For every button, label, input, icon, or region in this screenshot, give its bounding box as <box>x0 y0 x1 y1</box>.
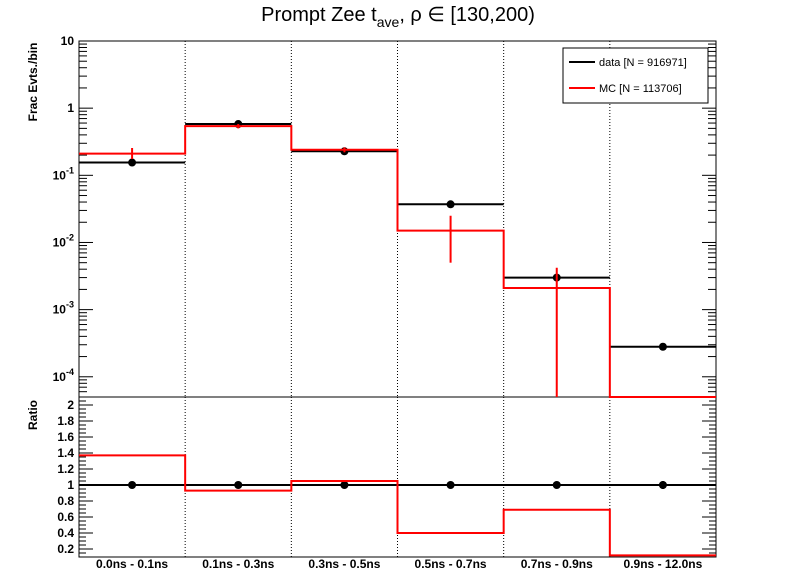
y-tick-label-top: 10-2 <box>53 232 74 249</box>
y-tick-label-ratio: 1.2 <box>57 462 74 476</box>
tick-exponent: -2 <box>66 232 74 242</box>
tick-base: 10 <box>53 303 67 317</box>
y-tick-label-top: 1 <box>67 101 74 115</box>
tick-exponent: -1 <box>66 165 74 175</box>
ratio-data-point <box>128 481 137 489</box>
x-category-label: 0.5ns - 0.7ns <box>415 557 487 571</box>
y-tick-label-top: 10-3 <box>53 300 74 317</box>
data-point <box>446 200 455 209</box>
y-axis-label-ratio: Ratio <box>26 400 40 430</box>
x-category-label: 0.7ns - 0.9ns <box>521 557 593 571</box>
legend: data [N = 916971] MC [N = 113706] <box>562 47 709 104</box>
ratio-data-point <box>552 481 561 489</box>
tick-exponent: -3 <box>66 300 74 310</box>
legend-label: data [N = 916971] <box>599 57 687 69</box>
x-category-label: 0.9ns - 12.0ns <box>624 557 703 571</box>
y-tick-label-ratio: 0.8 <box>57 494 74 508</box>
y-tick-label-ratio: 0.4 <box>57 526 74 540</box>
ratio-data-point <box>446 481 455 489</box>
series-layer <box>79 120 716 557</box>
y-tick-label-top: 10-1 <box>53 165 74 182</box>
ratio-data-point <box>340 481 349 489</box>
data-point <box>658 342 667 351</box>
x-category-label: 0.0ns - 0.1ns <box>96 557 168 571</box>
legend-label: MC [N = 113706] <box>599 83 682 95</box>
title-main: Prompt Zee t <box>261 4 377 26</box>
chart-title: Prompt Zee tave, ρ ∈ [130,200) <box>261 4 535 30</box>
y-tick-label-top: 10-4 <box>53 367 74 384</box>
y-tick-label-ratio: 1.8 <box>57 414 74 428</box>
title-subscript: ave <box>377 14 400 30</box>
tick-base: 1 <box>67 101 74 115</box>
grid-lines <box>184 41 611 557</box>
legend-box <box>562 47 709 104</box>
mc-step-histogram <box>79 125 716 398</box>
y-tick-label-ratio: 0.6 <box>57 510 74 524</box>
x-category-label: 0.3ns - 0.5ns <box>308 557 380 571</box>
ratio-data-point <box>234 481 243 489</box>
tick-base: 10 <box>61 34 75 48</box>
axes: 10110-110-210-310-40.20.40.60.811.21.41.… <box>53 34 717 571</box>
y-tick-label-ratio: 1.6 <box>57 430 74 444</box>
tick-base: 10 <box>53 370 67 384</box>
data-point <box>128 158 137 167</box>
x-category-label: 0.1ns - 0.3ns <box>202 557 274 571</box>
y-tick-label-ratio: 2 <box>67 398 74 412</box>
tick-base: 10 <box>53 235 67 249</box>
y-tick-label-ratio: 1 <box>67 478 74 492</box>
y-tick-label-ratio: 0.2 <box>57 542 74 556</box>
y-tick-label-ratio: 1.4 <box>57 446 74 460</box>
tick-exponent: -4 <box>66 367 74 377</box>
y-tick-label-top: 10 <box>61 34 75 48</box>
ratio-data-point <box>658 481 667 489</box>
title-rest: , ρ ∈ [130,200) <box>399 4 535 26</box>
ratio-mc-step <box>79 454 716 557</box>
tick-base: 10 <box>53 168 67 182</box>
y-axis-label-main: Frac Evts./bin <box>26 43 40 122</box>
